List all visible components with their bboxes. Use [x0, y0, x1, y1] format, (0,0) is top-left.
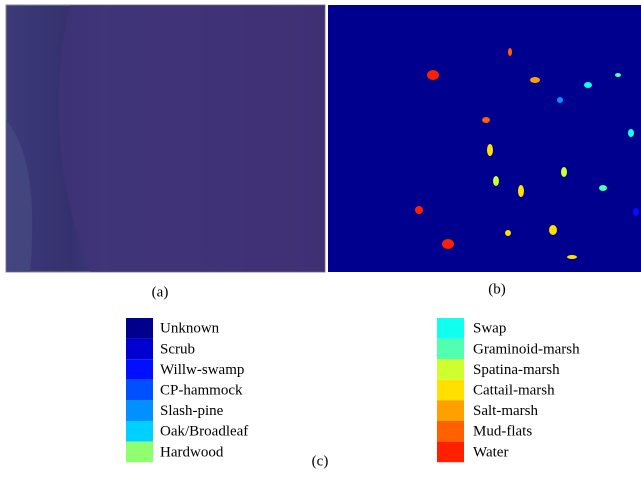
class-blob	[599, 185, 607, 191]
class-blob	[615, 73, 621, 77]
class-blob	[530, 77, 540, 83]
legend-label: Swap	[473, 321, 506, 337]
water-region	[59, 5, 325, 272]
legend: Unknown Scrub Willw-swamp CP-hammock Slash-p…	[126, 318, 580, 462]
legend-swatch	[437, 359, 464, 380]
legend-label: Water	[473, 444, 508, 460]
class-blob	[427, 70, 439, 80]
class-blob	[561, 167, 567, 177]
panel-label: (b)	[488, 281, 506, 297]
panel-label: (a)	[152, 284, 169, 300]
legend-label: Oak/Broadleaf	[160, 424, 248, 440]
class-blob	[482, 117, 490, 123]
legend-swatch	[437, 442, 464, 463]
legend-label: Graminoid-marsh	[473, 341, 580, 357]
legend-label: Spatina-marsh	[473, 362, 560, 378]
class-blob	[505, 230, 511, 236]
legend-label: Scrub	[160, 341, 195, 357]
class-blob	[518, 185, 524, 197]
class-blob	[557, 97, 563, 103]
legend-label: Salt-marsh	[473, 403, 538, 419]
legend-label: Unknown	[160, 321, 220, 337]
legend-swatch	[126, 380, 153, 401]
legend-swatch	[437, 380, 464, 401]
class-blob	[487, 144, 493, 156]
panel-b-image	[328, 5, 641, 272]
legend-swatch	[437, 339, 464, 360]
legend-label: Willw-swamp	[160, 362, 244, 378]
class-blob	[628, 129, 634, 137]
class-blob	[493, 176, 499, 186]
legend-label: Slash-pine	[160, 403, 224, 419]
class-blob	[567, 255, 577, 259]
class-blob	[442, 239, 454, 249]
panel-label: (c)	[312, 453, 329, 469]
classification-map	[328, 5, 641, 272]
legend-label: Cattail-marsh	[473, 383, 555, 399]
legend-label: CP-hammock	[160, 383, 243, 399]
figure: (a) (b) (c) Unknown Scrub Willw-swamp CP-ha…	[0, 0, 641, 497]
legend-swatch	[126, 359, 153, 380]
legend-swatch	[437, 400, 464, 421]
legend-swatch	[126, 421, 153, 442]
legend-swatch	[437, 318, 464, 339]
legend-swatch	[126, 442, 153, 463]
legend-swatch	[437, 421, 464, 442]
class-blob	[633, 208, 639, 216]
legend-swatch	[126, 318, 153, 339]
class-blob	[549, 225, 557, 235]
panel-a-image	[6, 5, 325, 272]
legend-label: Hardwood	[160, 444, 224, 460]
legend-label: Mud-flats	[473, 424, 532, 440]
class-blob	[508, 48, 512, 56]
legend-swatch	[126, 339, 153, 360]
class-blob	[415, 206, 423, 214]
legend-swatch	[126, 400, 153, 421]
class-blob	[584, 82, 592, 88]
